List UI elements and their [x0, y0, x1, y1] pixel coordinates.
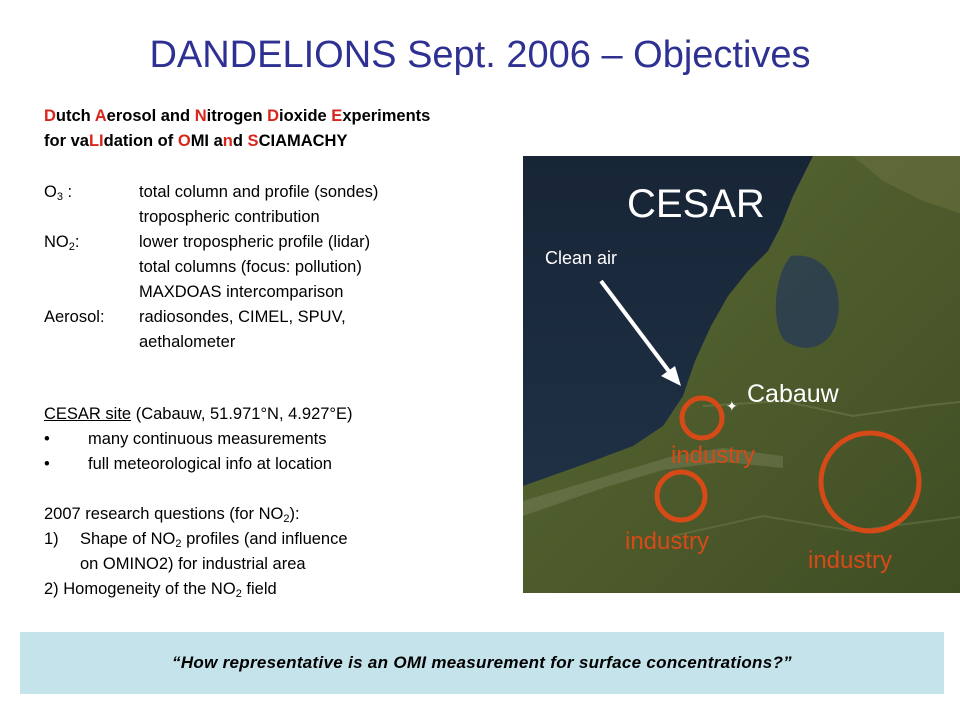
questions-intro-text: 2007 research questions (for NO: [44, 505, 284, 523]
question-2-subscript: 2: [235, 588, 242, 600]
acronym-text: MI a: [190, 132, 223, 150]
clean-air-arrow-head: [661, 366, 681, 386]
objective-o3: O3 : total column and profile (sondes) t…: [44, 180, 514, 230]
acronym-highlight-letter: D: [267, 107, 280, 125]
cesar-site-heading-underlined: CESAR site: [44, 405, 132, 423]
acronym-text: d: [232, 132, 248, 150]
research-question-1-continued: on OMINO2) for industrial area: [80, 555, 306, 573]
map-label-cabauw: Cabauw: [747, 380, 840, 408]
acronym-highlight-letter: D: [44, 107, 56, 125]
o3-colon: :: [62, 183, 73, 201]
key-question-banner: “How representative is an OMI measuremen…: [20, 632, 944, 694]
questions-intro-end: ):: [289, 505, 300, 523]
cesar-site-coordinates: (Cabauw, 51.971°N, 4.927°E): [131, 405, 353, 423]
industry-ring-rotterdam: [679, 395, 725, 441]
acronym-text: xperiments: [342, 107, 431, 125]
map-label-industry: industry: [808, 547, 892, 574]
objective-o3-text: total column and profile (sondes) tropos…: [139, 180, 514, 230]
key-question-text: “How representative is an OMI measuremen…: [172, 653, 792, 672]
satellite-map: CESAR Clean air ✦ Cabauw industry indust…: [523, 156, 960, 593]
map-label-clean-air: Clean air: [545, 248, 617, 268]
acronym-highlight-letter: LI: [88, 132, 104, 150]
river-line: [702, 399, 960, 418]
research-question-2: 2) Homogeneity of the NO2 field: [44, 577, 514, 602]
ijsselmeer-lake: [775, 255, 839, 348]
satellite-map-image: CESAR Clean air ✦ Cabauw industry indust…: [523, 156, 960, 593]
acronym-text: CIAMACHY: [258, 132, 348, 150]
objective-no2-line: lower tropospheric profile (lidar): [139, 233, 371, 251]
list-item: • many continuous measurements: [44, 427, 514, 452]
objective-aerosol-text: radiosondes, CIMEL, SPUV, aethalometer: [139, 305, 514, 355]
acronym-line-2: for vaLIdation of OMI and SCIAMACHY: [44, 129, 644, 154]
acronym-highlight-letter: N: [194, 107, 207, 125]
no2-symbol: NO: [44, 233, 69, 251]
no2-subscript: 2: [68, 241, 75, 253]
northern-islands: [853, 156, 960, 214]
river-line: [672, 514, 960, 537]
question-2-text-a: 2) Homogeneity of the NO: [44, 580, 236, 598]
question-1-subscript: 2: [175, 538, 182, 550]
map-label-industry: industry: [625, 528, 709, 555]
objective-o3-line: tropospheric contribution: [139, 208, 320, 226]
acronym-text: itrogen: [206, 107, 268, 125]
no2-colon: :: [74, 233, 80, 251]
map-label-industry: industry: [671, 442, 755, 469]
objective-aerosol: Aerosol: radiosondes, CIMEL, SPUV, aetha…: [44, 305, 514, 355]
industry-ring-ruhr: [818, 430, 922, 534]
objective-o3-label: O3 :: [44, 180, 139, 230]
acronym-text: for va: [44, 132, 89, 150]
cabauw-marker-icon: ✦: [726, 399, 738, 415]
question-2-text-b: field: [241, 580, 277, 598]
objective-aerosol-line: radiosondes, CIMEL, SPUV,: [139, 308, 346, 326]
acronym-highlight-letter: E: [331, 107, 343, 125]
research-questions: 2007 research questions (for NO2): 1) Sh…: [44, 502, 514, 602]
acronym-text: utch: [55, 107, 95, 125]
acronym-definition: Dutch Aerosol and Nitrogen Dioxide Exper…: [44, 104, 644, 154]
objective-aerosol-label: Aerosol:: [44, 308, 105, 326]
acronym-text: dation of: [103, 132, 178, 150]
cesar-site-section: CESAR site (Cabauw, 51.971°N, 4.927°E) •…: [44, 402, 514, 477]
objective-no2-text: lower tropospheric profile (lidar) total…: [139, 230, 514, 305]
questions-intro-subscript: 2: [283, 513, 290, 525]
acronym-highlight-letter: A: [94, 107, 107, 125]
objective-aerosol-line: aethalometer: [139, 333, 236, 351]
bullet-icon: •: [44, 430, 50, 448]
o3-subscript: 3: [56, 191, 63, 203]
objective-o3-line: total column and profile (sondes): [139, 183, 379, 201]
objective-no2-label: NO2:: [44, 230, 139, 305]
acronym-highlight-letter: S: [247, 132, 259, 150]
question-number: 1): [44, 530, 59, 548]
o3-symbol: O: [44, 183, 57, 201]
industry-ring-antwerp: [654, 469, 708, 523]
list-item: • full meteorological info at location: [44, 452, 514, 477]
cesar-site-heading: CESAR site (Cabauw, 51.971°N, 4.927°E): [44, 402, 514, 427]
research-question-1: 1) Shape of NO2 profiles (and influence: [44, 527, 514, 552]
slide-title: DANDELIONS Sept. 2006 – Objectives: [149, 34, 811, 76]
land-area: [523, 156, 960, 593]
bullet-icon: •: [44, 455, 50, 473]
question-1-text-b: profiles (and influence: [181, 530, 348, 548]
research-questions-intro: 2007 research questions (for NO2):: [44, 502, 514, 527]
acronym-highlight-letter: O: [177, 132, 191, 150]
river-delta: [523, 448, 783, 516]
map-label-cesar: CESAR: [627, 182, 765, 226]
acronym-text: ioxide: [279, 107, 332, 125]
bullet-text: full meteorological info at location: [88, 455, 332, 473]
question-1-text-a: Shape of NO: [80, 530, 176, 548]
acronym-line-1: Dutch Aerosol and Nitrogen Dioxide Exper…: [44, 104, 644, 129]
objective-no2-line: MAXDOAS intercomparison: [139, 283, 344, 301]
bullet-text: many continuous measurements: [88, 430, 327, 448]
acronym-text: erosol and: [106, 107, 195, 125]
acronym-highlight-letter: n: [222, 132, 233, 150]
objective-no2-line: total columns (focus: pollution): [139, 258, 362, 276]
clean-air-arrow-shaft: [599, 279, 673, 376]
question-1-text: Shape of NO2 profiles (and influence: [80, 527, 348, 552]
objective-no2: NO2: lower tropospheric profile (lidar) …: [44, 230, 514, 305]
objectives-list: O3 : total column and profile (sondes) t…: [44, 180, 514, 355]
